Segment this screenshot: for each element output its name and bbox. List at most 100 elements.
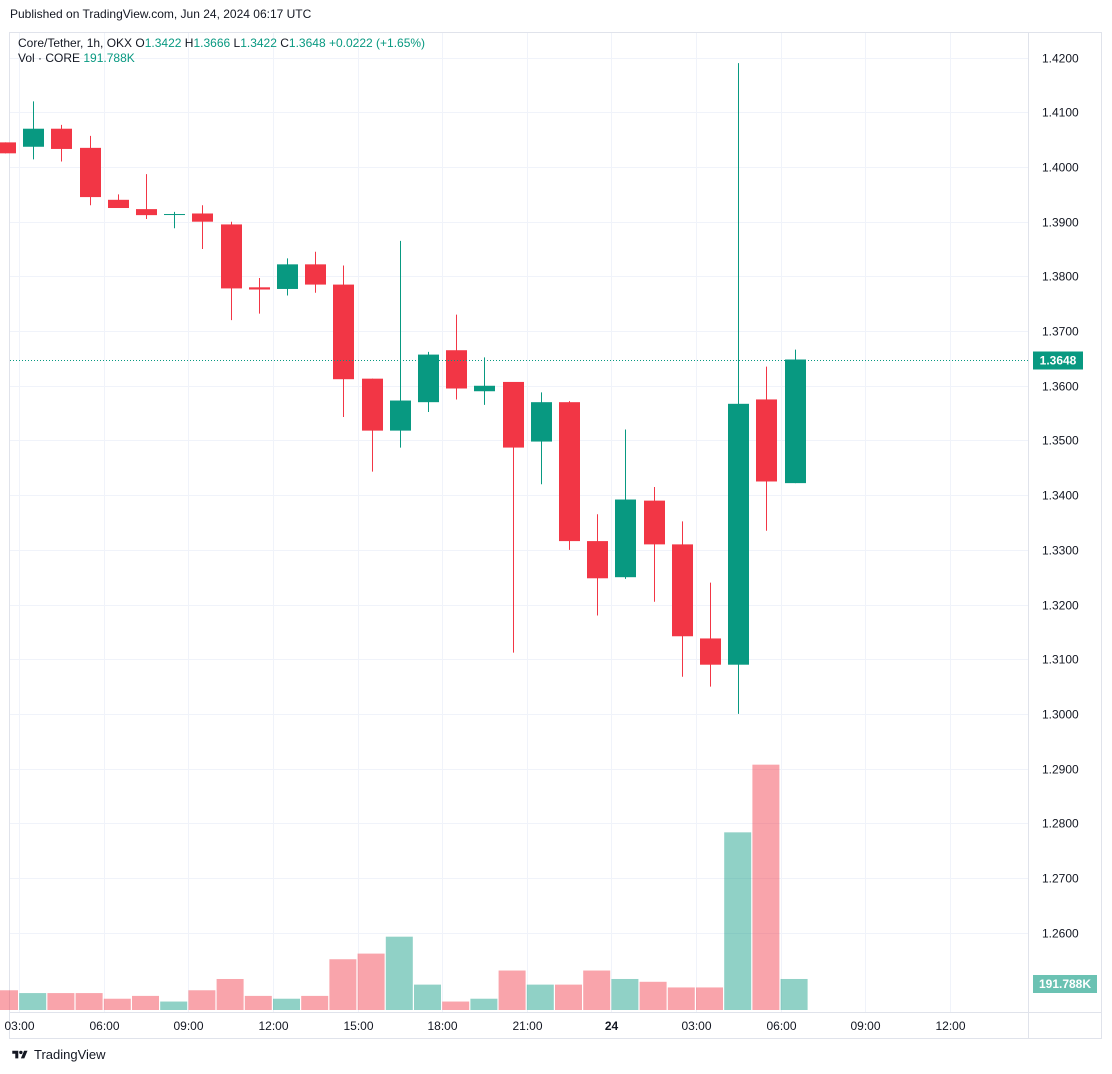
- candle-body: [333, 284, 354, 380]
- candle: [23, 101, 44, 160]
- candle: [559, 401, 580, 550]
- grid-lines: [10, 33, 1028, 1012]
- candle-body: [672, 544, 693, 637]
- brand-name: TradingView: [34, 1047, 106, 1062]
- candle-body: [362, 378, 383, 431]
- candle: [644, 486, 665, 602]
- close-label: C: [280, 36, 289, 50]
- x-tick-label: 09:00: [173, 1019, 203, 1033]
- candle-body: [756, 399, 777, 482]
- volume-bar: [132, 995, 159, 1010]
- candle: [108, 194, 129, 209]
- y-tick-label: 1.4000: [1042, 161, 1079, 175]
- candle-body: [0, 142, 16, 154]
- published-note: Published on TradingView.com, Jun 24, 20…: [10, 7, 312, 21]
- x-tick-label: 24: [605, 1019, 619, 1033]
- footer-brand[interactable]: TradingView: [10, 1047, 106, 1062]
- low-value: 1.3422: [240, 36, 277, 50]
- candle: [164, 211, 185, 229]
- x-tick-label: 09:00: [850, 1019, 880, 1033]
- volume-bar: [357, 953, 385, 1010]
- candle-body: [108, 199, 129, 209]
- volume-bar: [611, 978, 639, 1010]
- candle: [756, 366, 777, 531]
- y-tick-label: 1.4200: [1042, 52, 1079, 66]
- volume-label[interactable]: Vol · CORE: [18, 51, 81, 65]
- candle-body: [644, 500, 665, 545]
- volume-bar: [780, 978, 808, 1010]
- candle-body: [23, 128, 44, 147]
- candle-body: [728, 403, 749, 665]
- volume-bar: [470, 998, 498, 1010]
- volume-bar: [216, 978, 244, 1010]
- candle: [474, 357, 495, 405]
- candle: [362, 378, 383, 472]
- open-value: 1.3422: [144, 36, 182, 50]
- candle-body: [192, 213, 213, 222]
- high-value: 1.3666: [193, 36, 231, 50]
- candle: [587, 514, 608, 616]
- x-tick-label: 06:00: [89, 1019, 119, 1033]
- candle-body: [587, 541, 608, 579]
- candle: [672, 521, 693, 677]
- volume-legend: Vol · CORE 191.788K: [18, 51, 135, 65]
- close-value: 1.3648: [288, 36, 326, 50]
- candle: [728, 63, 749, 714]
- volume-bar: [0, 990, 18, 1010]
- change-value: +0.0222 (+1.65%): [328, 36, 426, 50]
- candle: [277, 258, 298, 296]
- candle-body: [51, 128, 72, 149]
- candle-body: [249, 287, 270, 290]
- last-volume-badge: [1033, 975, 1097, 993]
- y-tick-label: 1.3400: [1042, 489, 1079, 503]
- y-tick-label: 1.3300: [1042, 544, 1079, 558]
- y-tick-label: 1.3800: [1042, 270, 1079, 284]
- volume-bar: [442, 1001, 470, 1010]
- volume-bar: [385, 936, 413, 1010]
- volume-bar: [244, 995, 272, 1010]
- candle: [192, 205, 213, 250]
- candle: [221, 221, 242, 321]
- volume-bar: [667, 987, 695, 1010]
- candle-body: [305, 264, 326, 285]
- low-label: L: [233, 36, 241, 50]
- candle: [531, 392, 552, 485]
- candle: [700, 582, 721, 687]
- volume-bar: [724, 832, 752, 1010]
- volume-bar: [329, 959, 357, 1010]
- candle: [390, 240, 411, 448]
- candle-body: [785, 359, 806, 484]
- volume-bar: [414, 984, 441, 1010]
- volume-value: 191.788K: [83, 51, 135, 65]
- ohlc-legend: Core/Tether, 1h, OKX O1.3422 H1.3666 L1.…: [18, 35, 425, 52]
- candle-body: [559, 402, 580, 542]
- candle: [0, 142, 16, 154]
- candle-body: [136, 209, 157, 216]
- candle-body: [80, 147, 101, 198]
- y-tick-label: 1.3000: [1042, 708, 1079, 722]
- volume-bar: [696, 987, 723, 1010]
- open-label: O: [135, 36, 145, 50]
- volume-bar: [498, 970, 526, 1010]
- volume-bar: [639, 981, 667, 1010]
- candle: [136, 174, 157, 219]
- symbol-label[interactable]: Core/Tether, 1h, OKX: [18, 36, 133, 50]
- candle: [80, 135, 101, 206]
- candle-body: [615, 499, 636, 578]
- x-tick-label: 15:00: [343, 1019, 373, 1033]
- volume-bar: [103, 998, 131, 1010]
- last-price-badge: [1033, 351, 1083, 370]
- y-tick-label: 1.2800: [1042, 817, 1079, 831]
- candle-body: [221, 224, 242, 289]
- last-volume-label: 191.788K: [1039, 977, 1091, 991]
- volume-bar: [301, 995, 329, 1010]
- x-tick-label: 18:00: [427, 1019, 457, 1033]
- candle-body: [164, 214, 185, 216]
- candles: [0, 63, 806, 714]
- x-tick-label: 12:00: [258, 1019, 288, 1033]
- high-label: H: [184, 36, 194, 50]
- y-tick-label: 1.3700: [1042, 325, 1079, 339]
- volume-bar: [75, 993, 103, 1010]
- volume-bar: [47, 993, 75, 1010]
